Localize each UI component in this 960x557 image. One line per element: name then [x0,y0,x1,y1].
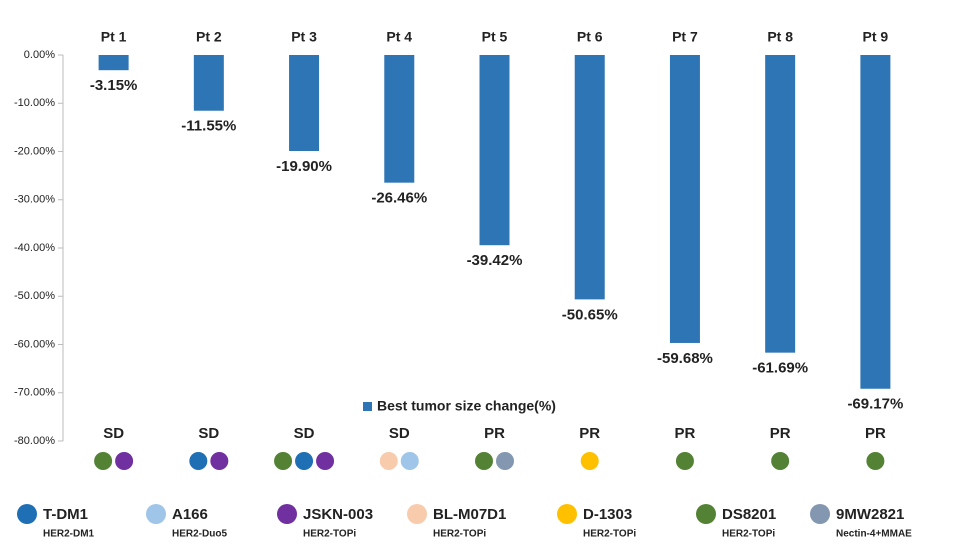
x-tick-label: Pt 3 [291,29,317,45]
agent-legend-subtitle: HER2-DM1 [43,529,95,540]
value-label: -69.17% [847,396,903,413]
response-label: PR [484,425,505,442]
response-label: SD [103,425,124,442]
value-label: -3.15% [90,77,138,94]
agent-legend-dot [146,504,166,524]
y-tick-label: -80.00% [14,435,55,447]
value-label: -19.90% [276,158,332,175]
x-tick-label: Pt 7 [672,29,698,45]
bar [384,55,415,183]
agent-dot [580,452,599,470]
response-label: PR [675,425,696,442]
bar [765,55,796,353]
x-tick-label: Pt 8 [767,29,793,45]
response-label: PR [865,425,886,442]
agent-dot [295,452,314,470]
y-tick-label: -40.00% [14,242,55,254]
y-tick-label: -10.00% [14,97,55,109]
agent-dot [496,452,514,470]
agent-dot [210,452,229,470]
response-label: PR [770,425,791,442]
agent-dot [771,452,790,470]
x-tick-label: Pt 5 [482,29,508,45]
agent-legend-subtitle: HER2-TOPi [433,529,486,540]
bar [669,55,700,343]
bar [574,55,605,300]
value-label: -26.46% [371,190,427,207]
agent-dot [379,452,398,470]
response-label: SD [389,425,410,442]
agent-legend-name: T-DM1 [43,506,88,523]
agent-legend-name: 9MW2821 [836,506,904,523]
x-tick-label: Pt 4 [386,29,412,45]
agent-legend-dot [696,504,716,524]
value-label: -11.55% [181,118,236,135]
legend-label: Best tumor size change(%) [377,398,556,414]
y-tick-label: -70.00% [14,387,55,399]
agent-legend-name: BL-M07D1 [433,506,506,523]
response-label: SD [198,425,219,442]
agent-legend-subtitle: HER2-Duo5 [172,529,227,540]
agent-legend-subtitle: Nectin-4+MMAE [836,529,912,540]
bar [289,55,320,152]
agent-legend-dot [17,504,37,524]
agent-legend-name: D-1303 [583,506,632,523]
y-tick-label: -20.00% [14,145,55,157]
agent-dot [189,452,208,470]
agent-legend-subtitle: HER2-TOPi [303,529,356,540]
value-label: -59.68% [657,350,713,367]
agent-legend-subtitle: HER2-TOPi [722,529,775,540]
value-label: -50.65% [562,306,618,323]
agent-dot [316,452,335,470]
y-tick-label: 0.00% [24,49,55,61]
value-label: -61.69% [752,360,808,377]
y-tick-label: -60.00% [14,338,55,350]
agent-legend-name: JSKN-003 [303,506,373,523]
response-label: SD [294,425,315,442]
bar [98,55,129,71]
agent-legend-name: DS8201 [722,506,776,523]
agent-legend-name: A166 [172,506,208,523]
agent-dot [675,452,694,470]
agent-dot [866,452,885,470]
agent-dot [400,452,419,470]
response-label: PR [579,425,600,442]
legend-swatch [363,402,372,411]
value-label: -39.42% [467,252,523,269]
agent-legend-dot [810,504,830,524]
agent-legend-dot [407,504,427,524]
agent-dot [274,452,293,470]
agent-legend-subtitle: HER2-TOPi [583,529,636,540]
y-tick-label: -30.00% [14,194,55,206]
agent-dot [115,452,134,470]
bar [193,55,224,111]
x-tick-label: Pt 9 [863,29,889,45]
bar [860,55,891,389]
y-tick-label: -50.00% [14,290,55,302]
x-tick-label: Pt 2 [196,29,222,45]
agent-legend-dot [277,504,297,524]
x-tick-label: Pt 1 [101,29,127,45]
agent-dot [475,452,493,470]
x-tick-label: Pt 6 [577,29,603,45]
agent-dot [94,452,113,470]
agent-legend-dot [557,504,577,524]
bar [479,55,510,246]
